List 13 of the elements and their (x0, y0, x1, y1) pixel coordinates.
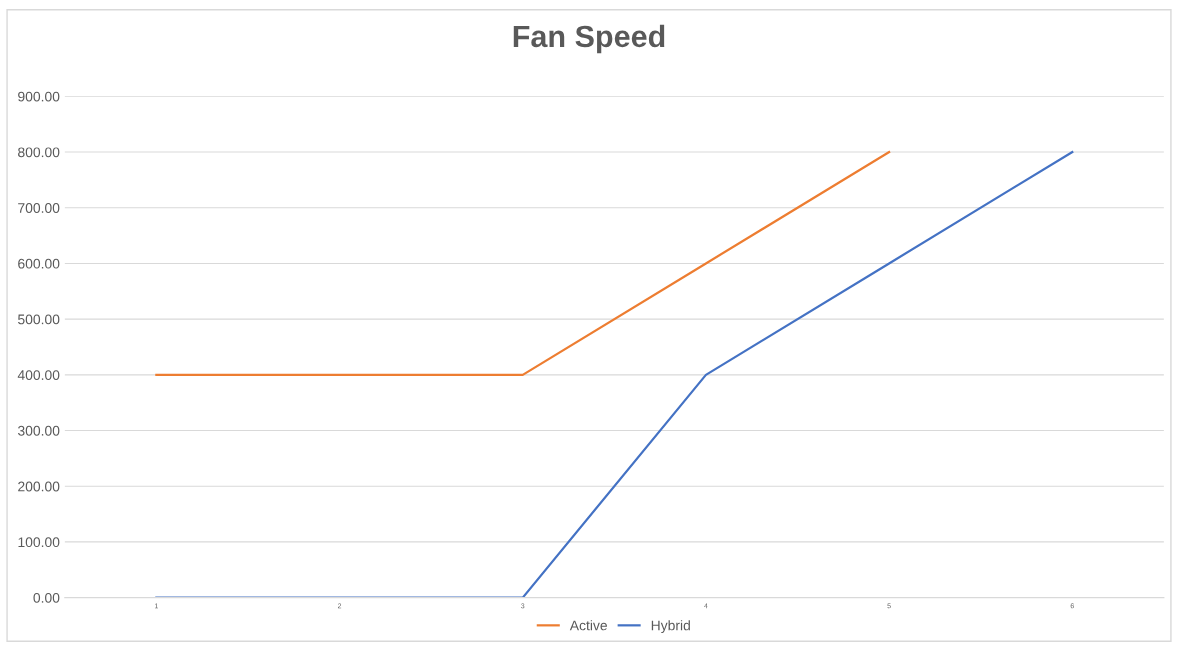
chart-title: Fan Speed (513, 24, 665, 54)
legend-label: Active (569, 620, 607, 631)
y-tick-label: 0.00 (33, 592, 60, 603)
y-tick-label: 400.00 (17, 370, 60, 380)
y-tick-label: 700.00 (18, 203, 60, 213)
y-tick-label: 200.00 (18, 481, 60, 492)
y-tick-label: 500.00 (18, 314, 60, 325)
y-tick-label: 300.00 (17, 425, 60, 436)
y-tick-label: 100.00 (18, 537, 60, 548)
y-tick-label: 900.00 (18, 91, 60, 102)
y-tick-label: 800.00 (18, 147, 60, 158)
legend-label: Hybrid (651, 620, 690, 634)
y-tick-label: 600.00 (18, 258, 60, 269)
